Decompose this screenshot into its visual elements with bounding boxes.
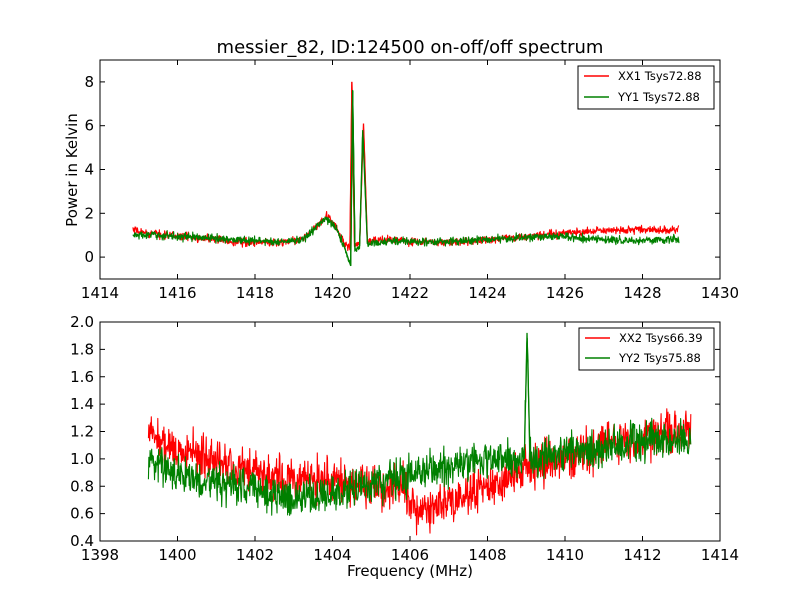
top-panel-legend: XX1 Tsys72.88 YY1 Tsys72.88 [577, 65, 715, 110]
x-tick-label: 1410 [546, 546, 584, 564]
bottom-panel-ticks: 1398 1400 1402 1404 1406 1408 1410 1412 1414 0.4 0… [70, 313, 739, 564]
bottom-panel-plot-lines [147, 332, 692, 536]
x-tick-label: 1408 [468, 546, 506, 564]
y-tick-label: 6 [84, 117, 94, 135]
y-tick-label: 1.4 [70, 395, 94, 413]
bottom-panel-x-axis-label: Frequency (MHz) [347, 562, 473, 580]
y-tick-label: 2 [84, 204, 94, 222]
x-tick-label: 1426 [546, 284, 584, 302]
top-panel: 1414 1416 1418 1420 1422 1424 1426 1428 1430 0 2 4 6… [63, 59, 739, 302]
y-tick-label: 1.8 [70, 340, 94, 358]
y-tick-label: 1.6 [70, 368, 94, 386]
x-tick-label: 1422 [391, 284, 429, 302]
top-panel-series-yy-line [132, 89, 680, 263]
top-panel-ticks: 1414 1416 1418 1420 1422 1424 1426 1428 1430 0 2 4 6… [81, 60, 739, 302]
legend-box [578, 327, 715, 371]
legend-box [577, 65, 715, 110]
y-tick-label: 0 [84, 248, 94, 266]
bottom-panel-spike-peak [523, 332, 531, 459]
x-tick-label: 1412 [623, 546, 661, 564]
x-tick-label: 1428 [623, 284, 661, 302]
legend-label-yy2: YY2 Tsys75.88 [618, 351, 701, 365]
x-tick-label: 1430 [701, 284, 739, 302]
legend-label-xx2: XX2 Tsys66.39 [619, 331, 703, 345]
x-tick-label: 1402 [236, 546, 274, 564]
y-tick-label: 2.0 [70, 313, 94, 331]
x-tick-label: 1398 [81, 546, 119, 564]
top-panel-plot-lines [132, 81, 680, 267]
x-tick-label: 1416 [158, 284, 196, 302]
y-tick-label: 8 [84, 73, 94, 91]
legend-label-xx1: XX1 Tsys72.88 [618, 69, 702, 83]
y-tick-label: 0.8 [70, 477, 94, 495]
y-tick-label: 0.4 [70, 532, 94, 550]
figure-title: messier_82, ID:124500 on-off/off spectru… [217, 37, 604, 58]
top-panel-spike-peak [358, 130, 369, 247]
x-tick-label: 1424 [468, 284, 506, 302]
bottom-panel-legend: XX2 Tsys66.39 YY2 Tsys75.88 [578, 327, 715, 371]
bottom-panel-series-yy-line [147, 337, 692, 516]
x-tick-label: 1420 [313, 284, 351, 302]
top-panel-y-axis-label: Power in Kelvin [63, 113, 81, 227]
bottom-panel-series-xx-line [147, 408, 692, 536]
x-tick-label: 1400 [158, 546, 196, 564]
x-tick-label: 1418 [236, 284, 274, 302]
x-tick-label: 1414 [701, 546, 739, 564]
top-panel-spike-peak [352, 90, 361, 253]
y-tick-label: 1.2 [70, 423, 94, 441]
legend-label-yy1: YY1 Tsys72.88 [617, 90, 700, 104]
x-tick-label: 1404 [313, 546, 351, 564]
y-tick-label: 0.6 [70, 505, 94, 523]
x-tick-label: 1414 [81, 284, 119, 302]
x-tick-label: 1406 [391, 546, 429, 564]
bottom-panel: 1398 1400 1402 1404 1406 1408 1410 1412 1414 0.4 0… [70, 313, 739, 580]
y-tick-label: 4 [84, 161, 94, 179]
y-tick-label: 1.0 [70, 450, 94, 468]
